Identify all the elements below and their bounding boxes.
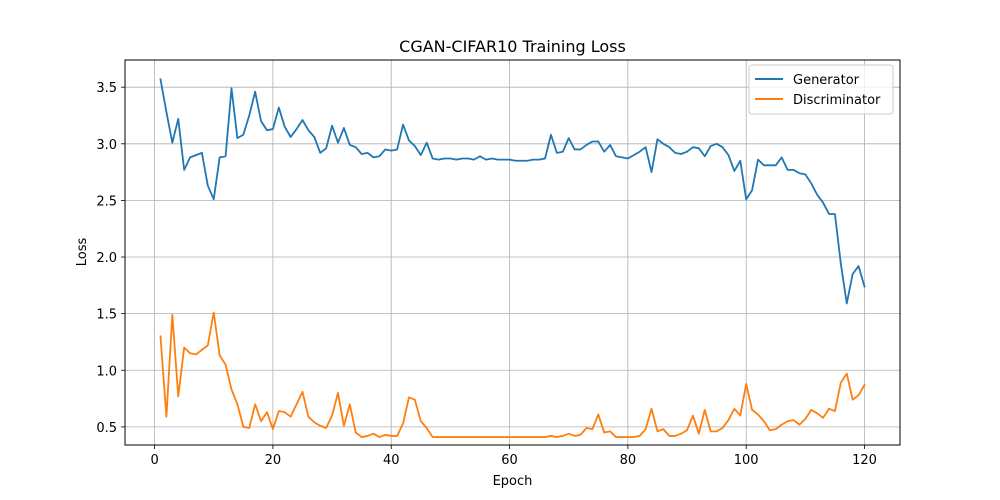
y-tick-label: 2.0 [96, 251, 117, 266]
series-layer [159, 78, 866, 438]
x-tick-label: 100 [734, 453, 759, 468]
y-tick-label: 1.5 [96, 308, 117, 323]
legend: Generator Discriminator [748, 64, 894, 115]
x-tick-label: 60 [501, 453, 518, 468]
y-tick-label: 1.0 [96, 364, 117, 379]
chart-title: CGAN-CIFAR10 Training Loss [399, 37, 626, 56]
legend-box [748, 64, 894, 115]
x-axis: 0 20 40 60 80 100 120 [150, 445, 877, 468]
legend-label-discriminator: Discriminator [793, 93, 881, 108]
y-tick-label: 2.5 [96, 194, 117, 209]
plot-frame [124, 59, 901, 446]
plot-area [125, 60, 900, 445]
y-axis: 0.5 1.0 1.5 2.0 2.5 3.0 3.5 [96, 81, 125, 436]
x-axis-label: Epoch [493, 474, 533, 489]
legend-label-generator: Generator [793, 73, 860, 88]
series-line-discriminator [159, 311, 866, 438]
x-tick-label: 80 [620, 453, 637, 468]
y-tick-label: 0.5 [96, 421, 117, 436]
series-line-generator [159, 78, 866, 305]
y-tick-label: 3.0 [96, 138, 117, 153]
x-tick-label: 40 [383, 453, 400, 468]
x-tick-label: 120 [852, 453, 877, 468]
x-tick-label: 20 [265, 453, 282, 468]
y-tick-label: 3.5 [96, 81, 117, 96]
y-axis-label: Loss [75, 238, 90, 267]
x-tick-label: 0 [150, 453, 158, 468]
